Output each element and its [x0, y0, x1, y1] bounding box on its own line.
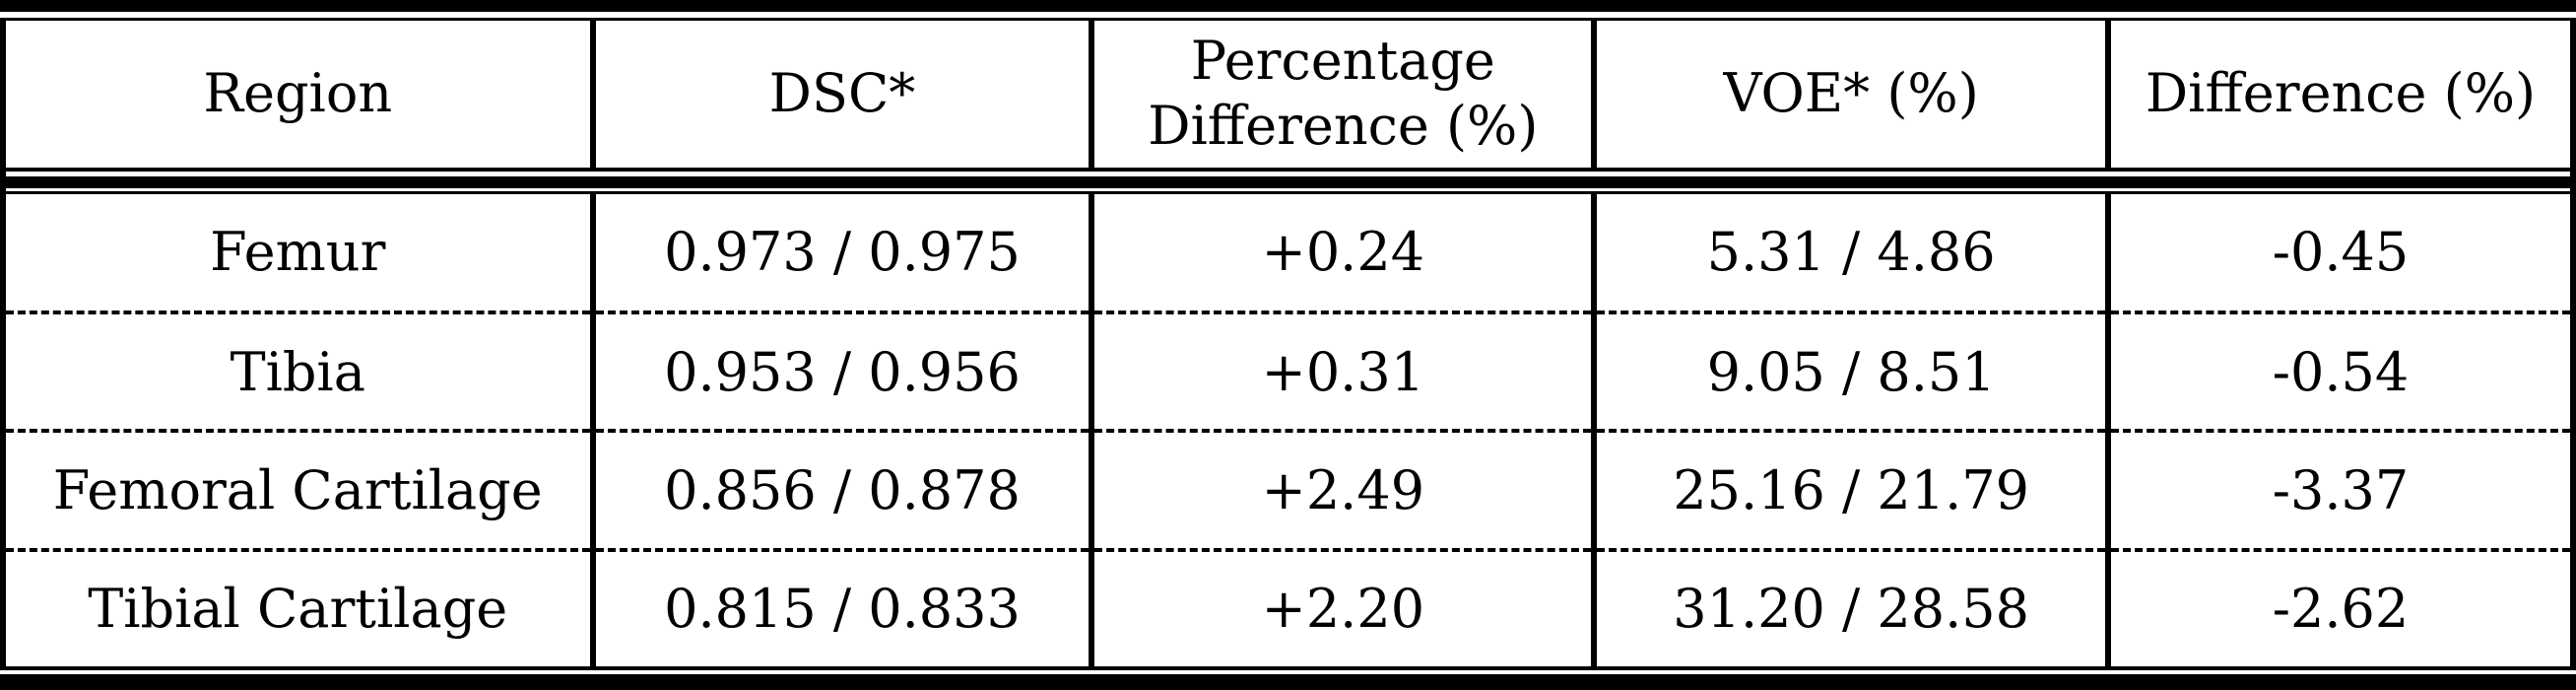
voe-cell: 9.05 / 8.51 — [1591, 310, 2112, 432]
region-cell: Tibia — [0, 310, 596, 432]
percentage-difference-cell: +0.24 — [1089, 193, 1598, 313]
col-header-voe: VOE* (%) — [1591, 19, 2112, 168]
difference-cell: -0.45 — [2105, 193, 2576, 313]
difference-cell: -2.62 — [2105, 547, 2576, 668]
percentage-difference-cell: +2.49 — [1089, 429, 1598, 550]
dsc-cell: 0.856 / 0.878 — [589, 429, 1095, 550]
dsc-cell: 0.973 / 0.975 — [589, 193, 1095, 313]
voe-cell: 25.16 / 21.79 — [1591, 429, 2112, 550]
table-row-tibial-cartilage: Tibial Cartilage 0.815 / 0.833 +2.20 31.… — [0, 547, 2576, 668]
header-separator-double-rule — [3, 167, 2573, 194]
dsc-cell: 0.953 / 0.956 — [589, 310, 1095, 432]
col-header-difference: Difference (%) — [2105, 19, 2576, 168]
col-header-dsc: DSC* — [589, 19, 1095, 168]
percentage-difference-cell: +0.31 — [1089, 310, 1598, 432]
col-header-percentage-difference: Percentage Difference (%) — [1089, 19, 1598, 168]
dsc-cell: 0.815 / 0.833 — [589, 547, 1095, 668]
table-row-femur: Femur 0.973 / 0.975 +0.24 5.31 / 4.86 -0… — [0, 193, 2576, 313]
segmentation-metrics-table: Region DSC* Percentage Difference (%) VO… — [0, 18, 2576, 670]
table-row-tibia: Tibia 0.953 / 0.956 +0.31 9.05 / 8.51 -0… — [0, 310, 2576, 432]
region-cell: Femur — [0, 193, 596, 313]
difference-cell: -0.54 — [2105, 310, 2576, 432]
voe-cell: 31.20 / 28.58 — [1591, 547, 2112, 668]
header-row: Region DSC* Percentage Difference (%) VO… — [0, 19, 2576, 168]
separator-cell — [3, 167, 2573, 194]
table-row-femoral-cartilage: Femoral Cartilage 0.856 / 0.878 +2.49 25… — [0, 429, 2576, 550]
col-header-region: Region — [0, 19, 596, 168]
bottom-thick-rule — [0, 674, 2576, 690]
region-cell: Femoral Cartilage — [0, 429, 596, 550]
voe-cell: 5.31 / 4.86 — [1591, 193, 2112, 313]
percentage-difference-cell: +2.20 — [1089, 547, 1598, 668]
top-thick-rule — [0, 0, 2576, 12]
region-cell: Tibial Cartilage — [0, 547, 596, 668]
difference-cell: -3.37 — [2105, 429, 2576, 550]
